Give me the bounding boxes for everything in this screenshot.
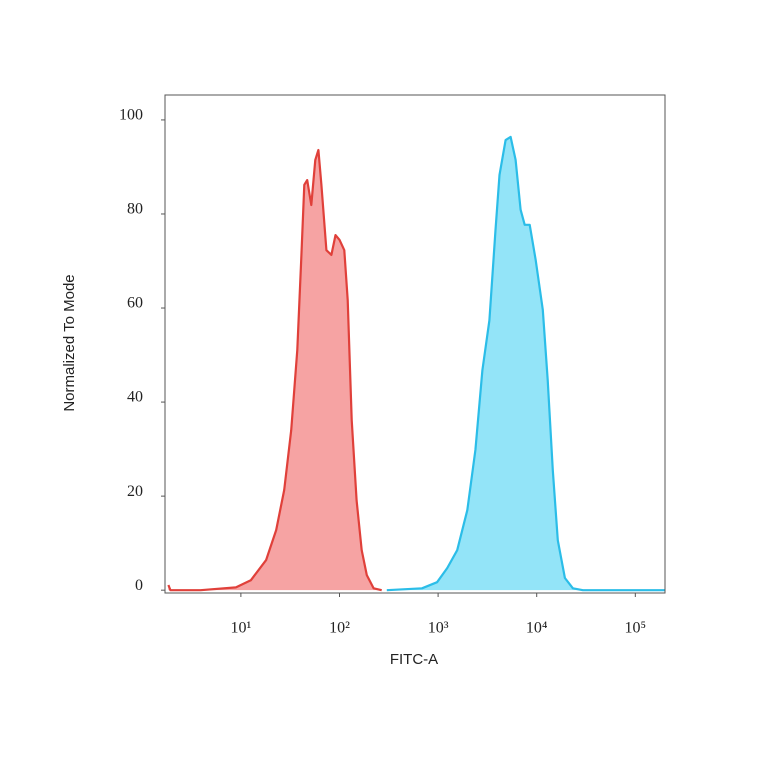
- y-tick-label: 0: [135, 577, 143, 594]
- y-tick-label: 40: [127, 389, 143, 406]
- y-tick-label: 20: [127, 483, 143, 500]
- area-line: [167, 148, 382, 592]
- area-fill: [386, 136, 665, 591]
- y-axis-label: Normalized To Mode: [61, 274, 78, 411]
- area-fill: [168, 150, 382, 591]
- area-line: [386, 135, 665, 592]
- x-axis-label: FITC-A: [390, 651, 438, 668]
- x-tick-label: 10¹: [230, 620, 251, 637]
- x-tick-label: 10⁵: [625, 620, 647, 637]
- x-tick-label: 10³: [428, 620, 449, 637]
- y-tick-label: 80: [127, 201, 143, 218]
- y-tick-label: 100: [119, 107, 143, 124]
- plot-frame: [164, 94, 666, 594]
- x-tick-label: 10²: [329, 620, 350, 637]
- y-tick-label: 60: [127, 295, 143, 312]
- x-tick-label: 10⁴: [526, 620, 548, 637]
